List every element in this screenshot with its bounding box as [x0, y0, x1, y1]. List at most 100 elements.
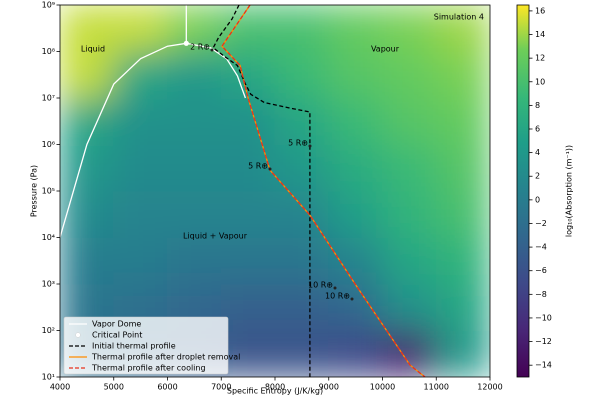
heat-cell [220, 330, 276, 377]
colorbar-tick-label: 14 [535, 30, 545, 39]
heat-cell [220, 144, 276, 192]
heatmap [60, 5, 490, 377]
heat-cell [167, 51, 222, 99]
region-label: Vapour [371, 45, 400, 54]
y-tick-label: 10² [42, 326, 55, 335]
y-axis-label: Pressure (Pa) [30, 165, 39, 217]
legend-label: Initial thermal profile [92, 342, 176, 351]
y-tick-label: 10⁷ [42, 94, 55, 103]
heat-cell [220, 237, 276, 285]
x-tick-label: 4000 [50, 383, 70, 392]
heat-cell [435, 5, 490, 52]
heat-cell [435, 330, 490, 377]
overlay: 4000 5000 6000 7000 8000 9000 10000 11000 12000 1… [42, 1, 552, 392]
heat-cell [274, 190, 330, 238]
point-marker [210, 48, 214, 52]
heat-cell [382, 144, 437, 192]
y-tick-label: 10³ [42, 280, 55, 289]
heat-cell [220, 5, 276, 52]
heat-cell [328, 330, 383, 377]
heat-cell [328, 190, 383, 238]
heat-cell [274, 237, 330, 285]
colorbar-tick-label: 12 [535, 54, 545, 63]
colorbar-tick-label: −4 [535, 243, 547, 252]
heat-cell [435, 51, 490, 99]
legend-label: Thermal profile after droplet removal [91, 353, 240, 362]
colorbar-tick-label: 10 [535, 77, 545, 86]
region-label: Liquid [81, 45, 105, 54]
legend-box [63, 316, 229, 375]
heat-cell [382, 283, 437, 331]
point-label: 10 R⊕ [308, 281, 333, 290]
colorbar-tick-label: −14 [535, 361, 552, 370]
heat-cell [220, 97, 276, 145]
y-tick-label: 10⁶ [42, 140, 55, 149]
x-tick-label: 12000 [477, 383, 502, 392]
point-label: 5 R⊕ [248, 162, 268, 171]
colorbar-tick-label: −10 [535, 313, 552, 322]
colorbar-tick-label: −6 [535, 266, 547, 275]
heat-cell [60, 51, 115, 99]
colorbar-tick-label: 16 [535, 6, 545, 15]
profile-line [60, 5, 247, 238]
heat-cell [382, 190, 437, 238]
heat-cell [274, 283, 330, 331]
y-tick-label: 10⁸ [42, 47, 55, 56]
legend-label: Vapor Dome [92, 320, 141, 329]
heat-cell [328, 237, 383, 285]
x-tick-label: 11000 [424, 383, 449, 392]
point-label: 2 R⊕ [190, 43, 210, 52]
colorbar-tick-label: −8 [535, 290, 547, 299]
colorbar-tick-label: 2 [535, 172, 540, 181]
heat-cell [60, 144, 115, 192]
y-tick-label: 10⁴ [42, 233, 55, 242]
heat-cell [382, 97, 437, 145]
heat-cell [167, 144, 222, 192]
point-marker [333, 286, 337, 290]
heatmap-cells [60, 5, 490, 377]
point-marker [308, 144, 312, 148]
heat-cell [435, 97, 490, 145]
profile-line [212, 5, 311, 377]
x-tick-label: 6000 [157, 383, 177, 392]
heat-cell [435, 190, 490, 238]
heat-cell [167, 190, 222, 238]
heat-cell [274, 51, 330, 99]
heat-cell [167, 97, 222, 145]
region-label: Liquid + Vapour [183, 232, 248, 241]
heat-cell [274, 5, 330, 52]
annotation: Simulation 4 [434, 13, 484, 22]
y-tick-label: 10⁵ [42, 187, 55, 196]
heat-cell [60, 237, 115, 285]
heat-cell [60, 190, 115, 238]
heat-cell [220, 190, 276, 238]
colorbar-tick-label: 8 [535, 101, 540, 110]
colorbar-tick-label: 6 [535, 125, 540, 134]
heat-cell [382, 5, 437, 52]
heat-cell [382, 51, 437, 99]
legend-label: Thermal profile after cooling [91, 364, 206, 373]
point-marker [350, 297, 354, 301]
heat-cell [220, 51, 276, 99]
heat-cell [435, 283, 490, 331]
heat-cell [60, 5, 115, 52]
heat-cell [274, 330, 330, 377]
heat-cell [328, 144, 383, 192]
legend-label: Critical Point [92, 331, 142, 340]
colorbar-tick-label: 4 [535, 148, 540, 157]
colorbar-tick-label: 0 [535, 195, 540, 204]
plot-frame [59, 4, 491, 378]
heat-cell [113, 190, 168, 238]
x-axis-label: Specific Entropy (J/K/kg) [227, 387, 323, 396]
heat-cell [382, 330, 437, 377]
y-tick-label: 10¹ [42, 373, 55, 382]
heat-cell [382, 237, 437, 285]
heat-cell [435, 237, 490, 285]
point-marker [268, 167, 272, 171]
heat-cell [328, 51, 383, 99]
heat-cell [113, 5, 168, 52]
heat-cell [220, 283, 276, 331]
point-label: 5 R⊕ [288, 139, 308, 148]
heat-cell [60, 97, 115, 145]
